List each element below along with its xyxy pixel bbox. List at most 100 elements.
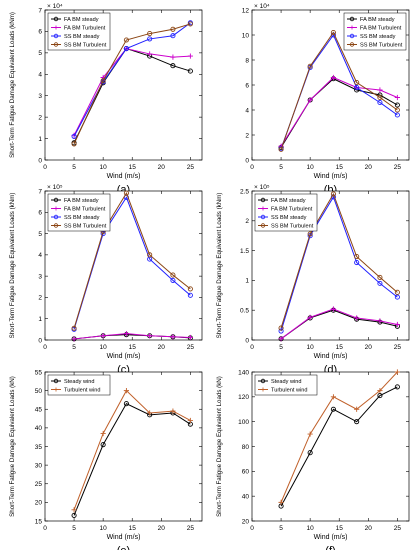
panel-label: (f) <box>325 545 335 550</box>
y-tick-label: 1 <box>245 278 249 285</box>
legend-marker <box>53 33 59 39</box>
axis-exponent: × 10⁴ <box>47 3 63 10</box>
legend: FA BM steady FA BM Turbulent SS BM steady S… <box>47 193 111 232</box>
series-fa-bm-turbulent <box>278 306 400 342</box>
data-point <box>377 99 383 106</box>
x-tick-label: 10 <box>100 525 108 532</box>
y-tick-label: 0.5 <box>240 308 249 315</box>
legend: Steady wind Turbulent wind <box>47 374 111 396</box>
series-ss-bm-turbulent <box>278 29 400 152</box>
y-tick-label: 1 <box>38 136 42 143</box>
data-point <box>187 53 193 59</box>
plot-frame <box>251 371 410 522</box>
x-tick-label: 15 <box>336 525 344 532</box>
data-point <box>330 306 337 312</box>
y-tick-label: 140 <box>238 369 249 376</box>
y-tick-label: 6 <box>245 82 249 89</box>
data-point <box>100 430 106 437</box>
legend-box <box>47 374 111 396</box>
series-line <box>280 76 398 147</box>
y-axis-label: Short-Term Fatigue Damage Equivalent Loa… <box>216 193 223 339</box>
data-point <box>170 272 176 278</box>
data-point <box>354 254 360 260</box>
data-point <box>147 252 153 258</box>
data-point <box>187 21 193 27</box>
series-line <box>280 31 398 150</box>
data-point <box>147 31 153 37</box>
legend-entry: SS BM steady <box>360 34 396 40</box>
x-tick-label: 5 <box>72 344 76 351</box>
data-point <box>394 369 400 375</box>
data-point <box>123 331 130 337</box>
data-point <box>354 259 360 266</box>
y-tick-label: 0 <box>38 337 42 344</box>
series-ss-bm-turbulent <box>71 190 193 331</box>
series-ss-bm-turbulent <box>278 191 400 331</box>
data-point <box>187 286 193 292</box>
series-line <box>73 196 191 330</box>
data-point <box>170 54 176 60</box>
y-tick-label: 50 <box>35 388 43 395</box>
series-line <box>73 403 191 516</box>
chart-panel-e: 0 5 10 15 20 25 15 20 25 30 35 40 45 50 55 Wind (m/s) Sh… <box>9 369 203 550</box>
x-axis-label: Wind (m/s) <box>107 173 141 180</box>
x-tick-label: 20 <box>158 525 166 532</box>
data-point <box>330 394 337 400</box>
series-line <box>280 192 398 329</box>
legend-marker <box>261 206 265 211</box>
y-tick-label: 30 <box>35 462 43 469</box>
data-point <box>123 388 130 394</box>
data-point <box>71 507 77 513</box>
x-tick-label: 0 <box>250 344 254 351</box>
y-axis-label: Short-Term Fatigue Damage Equivalent Loa… <box>9 12 16 158</box>
chart-panel-d: 0 5 10 15 20 25 0 0.5 1 1.5 2 2.5 × 10⁵ Wind (m/s) Sho… <box>216 184 410 376</box>
panel-label: (e) <box>117 545 130 550</box>
data-point <box>71 336 77 342</box>
x-tick-label: 0 <box>43 344 47 351</box>
y-tick-label: 40 <box>35 425 43 432</box>
legend-entry: FA BM steady <box>64 17 99 23</box>
x-axis-label: Wind (m/s) <box>107 353 141 360</box>
data-point <box>377 280 383 286</box>
y-tick-label: 10 <box>242 32 250 39</box>
x-tick-label: 15 <box>129 525 137 532</box>
series-line <box>73 23 191 145</box>
x-tick-label: 25 <box>187 344 195 351</box>
y-tick-label: 60 <box>242 469 250 476</box>
axis-exponent: × 10⁵ <box>254 184 270 191</box>
y-tick-label: 15 <box>35 518 43 525</box>
x-tick-label: 15 <box>336 344 344 351</box>
data-point <box>278 146 284 152</box>
data-point <box>123 46 129 52</box>
legend-marker <box>260 378 266 384</box>
y-tick-label: 20 <box>35 500 43 507</box>
data-point <box>394 321 400 328</box>
x-tick-label: 25 <box>187 164 195 171</box>
y-tick-label: 35 <box>35 444 43 451</box>
y-tick-label: 40 <box>242 493 250 500</box>
x-tick-label: 5 <box>72 525 76 532</box>
legend-marker <box>349 16 355 22</box>
y-tick-label: 7 <box>38 188 42 195</box>
legend-marker <box>53 197 59 203</box>
y-axis-label: Short-Term Fatigue Damage Equivalent Loa… <box>9 193 16 339</box>
legend-marker <box>54 206 58 211</box>
data-point <box>123 190 129 196</box>
y-tick-label: 45 <box>35 407 43 414</box>
series-turbulent-wind <box>71 388 193 513</box>
data-point <box>354 315 360 321</box>
data-point <box>394 294 400 300</box>
legend-entry: SS BM steady <box>64 215 100 221</box>
legend-marker <box>53 378 59 384</box>
x-tick-label: 0 <box>250 164 254 171</box>
x-tick-label: 5 <box>279 525 283 532</box>
data-point <box>377 94 383 101</box>
x-tick-label: 15 <box>336 164 344 171</box>
legend-entry: FA BM steady <box>271 198 306 204</box>
x-tick-label: 5 <box>279 344 283 351</box>
data-point <box>170 277 176 283</box>
data-point <box>394 112 400 118</box>
legend-marker <box>54 387 58 392</box>
data-point <box>278 328 284 334</box>
legend-entry: SS BM steady <box>271 215 307 221</box>
